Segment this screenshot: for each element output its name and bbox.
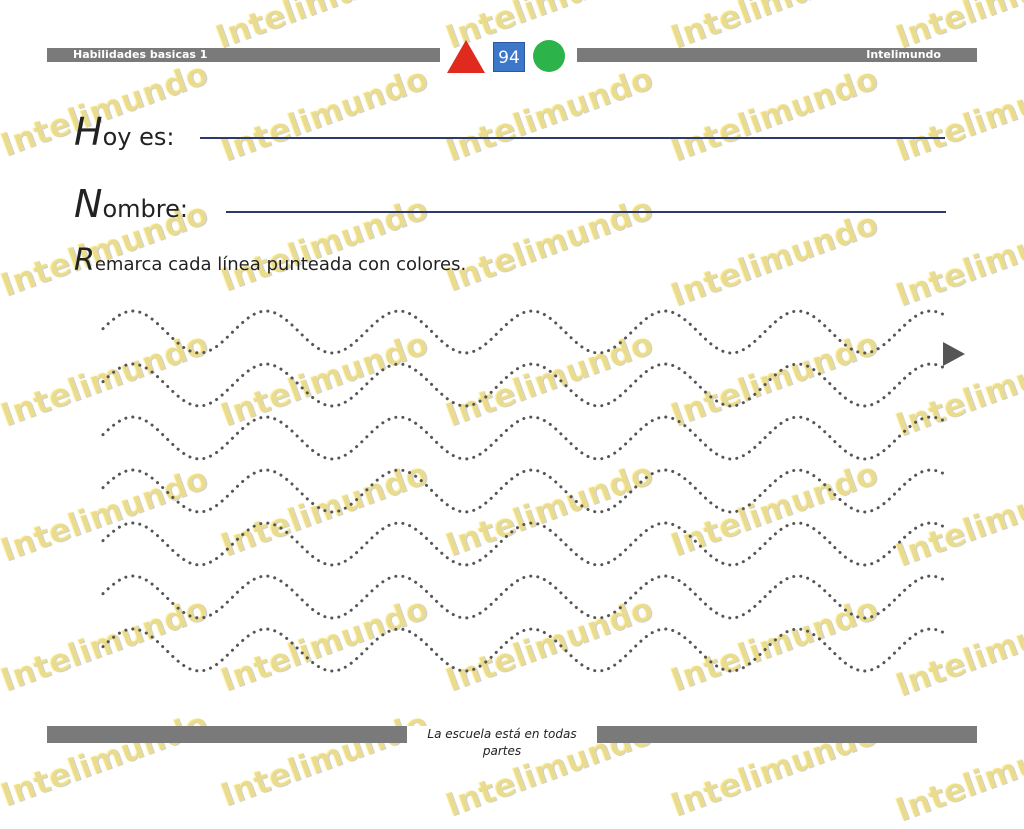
dotted-wave-line[interactable] bbox=[101, 362, 945, 408]
red-triangle-icon bbox=[447, 40, 485, 73]
instruction-text: emarca cada línea punteada con colores. bbox=[94, 254, 467, 275]
page-number: 94 bbox=[493, 42, 525, 72]
wave-rows[interactable] bbox=[101, 309, 945, 673]
name-write-line[interactable] bbox=[226, 211, 946, 213]
dotted-wave-line[interactable] bbox=[101, 627, 945, 673]
name-label: Nombre: bbox=[74, 182, 188, 226]
name-label-rest: ombre: bbox=[102, 195, 188, 223]
header-left-bar: Habilidades basicas 1 bbox=[47, 48, 440, 62]
dotted-wave-line[interactable] bbox=[101, 415, 945, 461]
footer-slogan: La escuela está en todas partes bbox=[407, 726, 597, 758]
instruction-initial: R bbox=[74, 243, 95, 278]
date-label-initial: H bbox=[74, 110, 103, 154]
date-label-rest: oy es: bbox=[102, 123, 175, 151]
header-right-bar: Intelimundo bbox=[577, 48, 977, 62]
green-circle-icon bbox=[533, 40, 565, 72]
dotted-wave-line[interactable] bbox=[101, 574, 945, 620]
name-label-initial: N bbox=[74, 182, 103, 226]
instruction: Remarca cada línea punteada con colores. bbox=[74, 243, 466, 278]
dotted-wave-line[interactable] bbox=[101, 468, 945, 514]
date-write-line[interactable] bbox=[200, 137, 945, 139]
start-arrow-icon bbox=[943, 342, 965, 366]
dotted-wave-line[interactable] bbox=[101, 521, 945, 567]
date-label: Hoy es: bbox=[74, 110, 174, 154]
brand-name: Intelimundo bbox=[866, 48, 941, 61]
dotted-wave-line[interactable] bbox=[101, 309, 945, 355]
section-title: Habilidades basicas 1 bbox=[73, 48, 208, 61]
tracing-waves[interactable] bbox=[0, 0, 1024, 791]
